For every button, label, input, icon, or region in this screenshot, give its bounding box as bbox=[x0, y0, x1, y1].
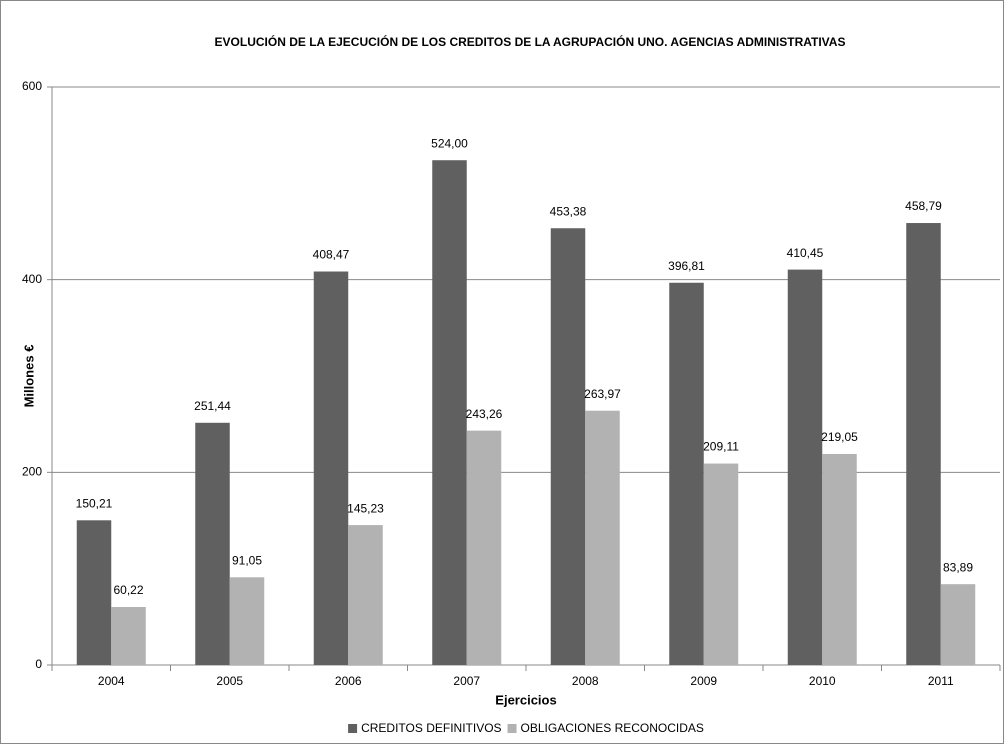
x-tick-label: 2005 bbox=[216, 674, 243, 688]
x-tick-label: 2010 bbox=[809, 674, 836, 688]
y-tick-label: 600 bbox=[22, 79, 42, 93]
value-label: 251,44 bbox=[194, 399, 231, 413]
value-label: 91,05 bbox=[232, 553, 262, 567]
value-label: 408,47 bbox=[313, 248, 350, 262]
bar bbox=[313, 271, 349, 665]
bar bbox=[669, 282, 704, 665]
value-label: 458,79 bbox=[905, 199, 942, 213]
bar bbox=[585, 410, 620, 665]
value-label: 83,89 bbox=[943, 560, 973, 574]
chart-title: EVOLUCIÓN DE LA EJECUCIÓN DE LOS CREDITO… bbox=[215, 34, 846, 49]
value-label: 209,11 bbox=[703, 440, 739, 454]
x-tick-label: 2009 bbox=[690, 674, 717, 688]
bar bbox=[703, 463, 739, 665]
value-label: 145,23 bbox=[347, 501, 384, 515]
bar bbox=[550, 228, 586, 665]
bar bbox=[940, 584, 976, 665]
value-label: 396,81 bbox=[668, 259, 705, 273]
x-tick-label: 2006 bbox=[335, 674, 362, 688]
y-tick-label: 0 bbox=[35, 657, 42, 671]
value-label: 219,05 bbox=[821, 430, 858, 444]
legend-swatch bbox=[507, 724, 517, 733]
x-tick-label: 2008 bbox=[572, 674, 599, 688]
legend-label: OBLIGACIONES RECONOCIDAS bbox=[521, 721, 704, 735]
x-tick-label: 2011 bbox=[928, 674, 954, 688]
x-axis-title: Ejercicios bbox=[495, 692, 556, 707]
bar bbox=[787, 269, 823, 665]
value-label: 453,38 bbox=[550, 204, 587, 218]
bar bbox=[432, 160, 467, 666]
x-tick-label: 2007 bbox=[453, 674, 480, 688]
value-label: 150,21 bbox=[76, 496, 113, 510]
bar bbox=[229, 577, 265, 665]
legend-swatch bbox=[348, 724, 358, 733]
value-label: 524,00 bbox=[431, 136, 468, 150]
legend-label: CREDITOS DEFINITIVOS bbox=[361, 721, 501, 735]
bar bbox=[195, 422, 230, 665]
bar bbox=[76, 520, 112, 665]
bar bbox=[111, 606, 146, 665]
value-label: 410,45 bbox=[787, 246, 824, 260]
bar bbox=[348, 525, 383, 665]
value-label: 243,26 bbox=[466, 407, 503, 421]
y-tick-label: 400 bbox=[22, 272, 42, 286]
y-axis-title: Millones € bbox=[21, 345, 36, 408]
bar bbox=[822, 453, 857, 665]
bar bbox=[906, 223, 941, 666]
x-tick-label: 2004 bbox=[98, 674, 125, 688]
value-label: 263,97 bbox=[584, 387, 621, 401]
bar bbox=[466, 430, 502, 665]
y-tick-label: 200 bbox=[22, 465, 42, 479]
value-label: 60,22 bbox=[113, 583, 143, 597]
